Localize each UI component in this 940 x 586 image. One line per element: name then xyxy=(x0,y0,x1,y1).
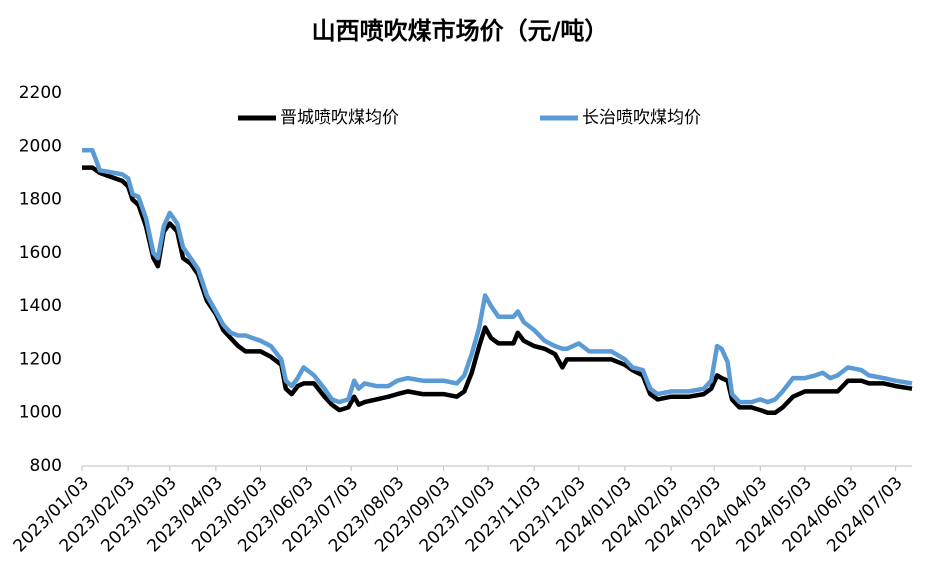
legend-label: 长治喷吹煤均价 xyxy=(582,108,701,128)
y-tick-label: 1600 xyxy=(19,243,62,263)
legend-label: 晋城喷吹煤均价 xyxy=(280,108,399,128)
line-series xyxy=(82,148,913,405)
y-tick-label: 2000 xyxy=(19,136,62,156)
chart-title: 山西喷吹煤市场价（元/吨） xyxy=(312,17,609,45)
line-series xyxy=(82,165,913,415)
y-tick-label: 1200 xyxy=(19,349,62,369)
y-tick-label: 800 xyxy=(30,456,62,476)
y-tick-label: 1000 xyxy=(19,403,62,423)
y-tick-label: 2200 xyxy=(19,83,62,103)
y-tick-label: 1400 xyxy=(19,296,62,316)
y-tick-label: 1800 xyxy=(19,190,62,210)
